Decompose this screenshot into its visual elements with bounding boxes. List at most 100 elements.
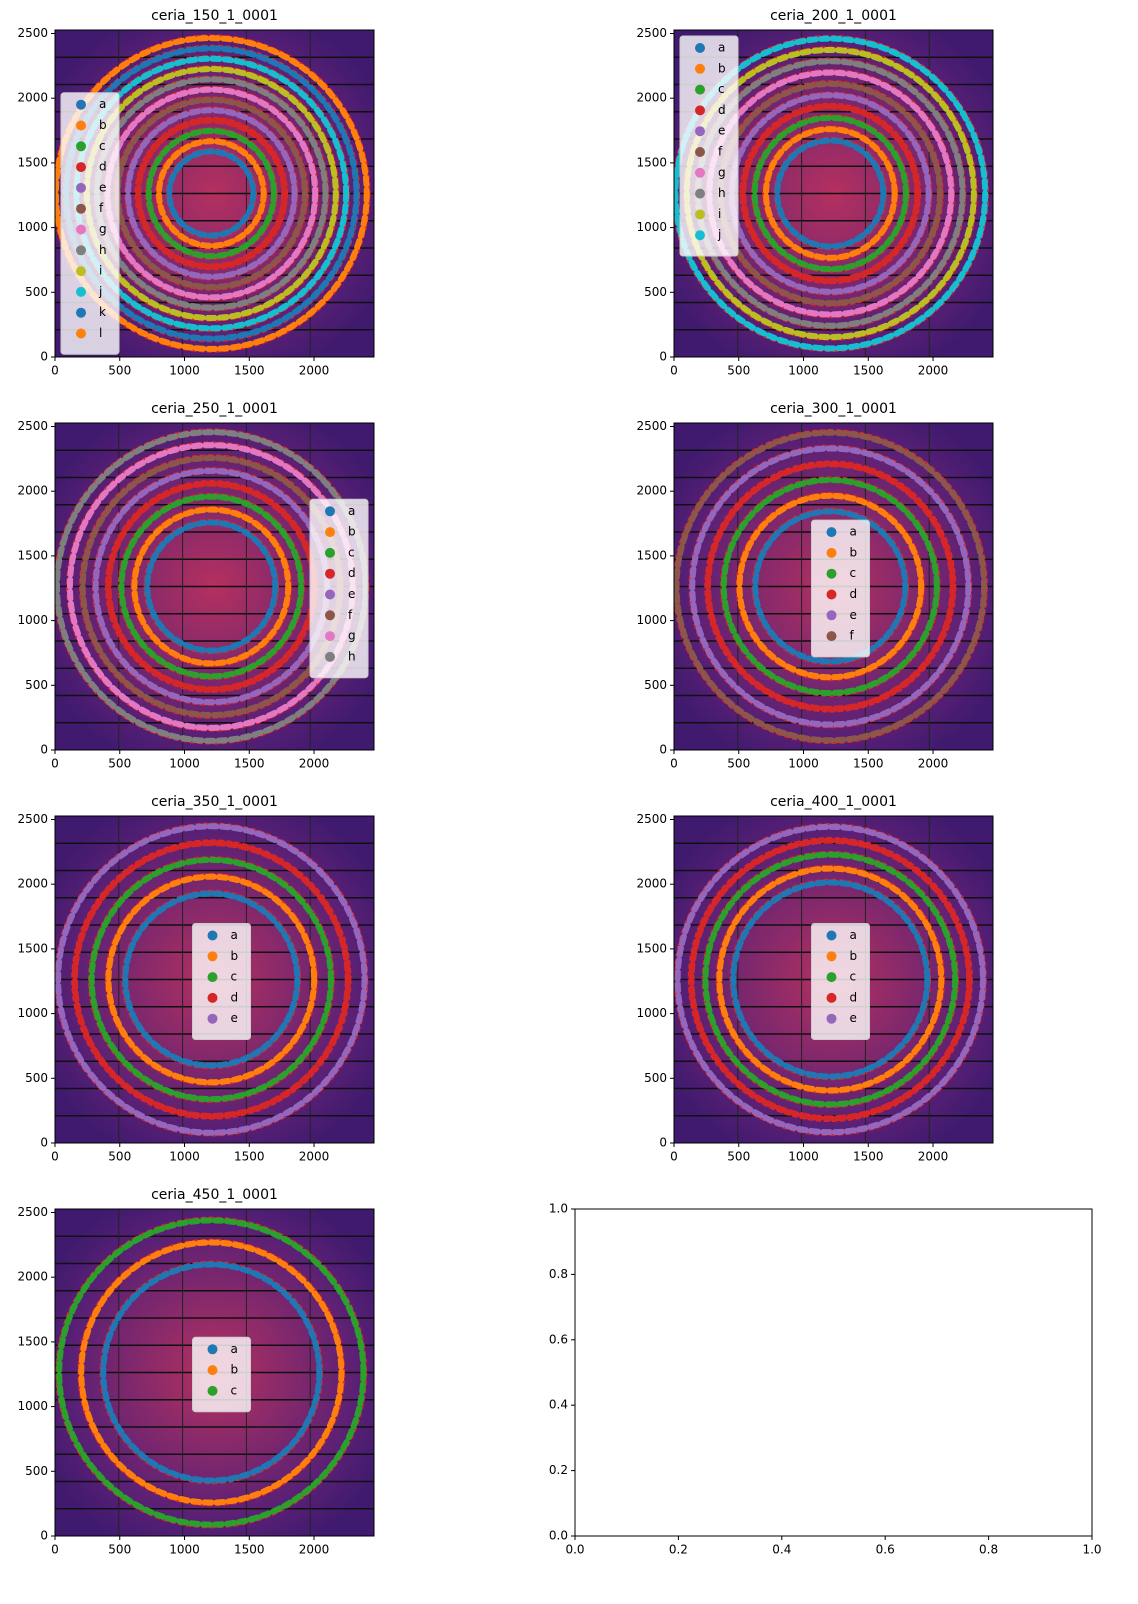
legend-label: l [99, 326, 102, 340]
legend-label: e [99, 180, 106, 194]
y-tick-label: 1000 [17, 1399, 48, 1413]
legend-marker [695, 43, 705, 53]
legend-label: d [850, 587, 858, 601]
legend-label: g [718, 165, 726, 179]
calibrant-ring [752, 508, 909, 665]
legend-marker [325, 547, 335, 558]
legend-box [192, 1336, 251, 1413]
y-tick-label: 1500 [636, 941, 667, 955]
legend-marker [207, 992, 218, 1003]
legend-marker [325, 568, 335, 579]
legend-marker [76, 162, 86, 173]
legend-label: a [231, 1342, 238, 1356]
x-tick-label: 1000 [169, 364, 200, 378]
legend-box [679, 35, 739, 257]
y-tick-label: 1000 [17, 1006, 48, 1020]
legend-label: f [718, 145, 723, 159]
x-tick-label: 1000 [788, 364, 819, 378]
y-tick-label: 2500 [636, 26, 667, 40]
calibrant-ring [674, 823, 986, 1136]
legend-label: i [99, 264, 102, 278]
axes-frame [54, 29, 375, 358]
legend-label: h [99, 243, 107, 257]
legend-label: j [98, 284, 102, 298]
legend-label: a [348, 504, 355, 518]
y-tick-label: 0 [40, 743, 48, 757]
detector-image [55, 1209, 374, 1536]
legend-label: e [850, 1011, 857, 1025]
calibrant-ring [705, 461, 956, 712]
x-tick-label: 0.0 [565, 1543, 584, 1557]
y-tick-label: 2000 [636, 877, 667, 891]
calibrant-ring [702, 851, 959, 1108]
calibrant-ring [166, 148, 257, 239]
calibrant-ring [78, 1239, 345, 1506]
y-tick-label: 500 [25, 1071, 48, 1085]
legend-label: e [231, 1011, 238, 1025]
x-tick-label: 1500 [234, 757, 265, 771]
x-tick-label: 1500 [234, 364, 265, 378]
legend-marker [76, 99, 86, 110]
legend-marker [207, 1365, 218, 1376]
legend-marker [695, 209, 705, 220]
legend-label: e [718, 124, 725, 138]
legend-label: c [231, 1383, 238, 1397]
y-tick-label: 1000 [17, 613, 48, 627]
y-tick-label: 2000 [17, 1270, 48, 1284]
x-tick-label: 1500 [853, 757, 884, 771]
legend-marker [695, 63, 705, 74]
axes-frame [673, 815, 994, 1144]
panel-title: ceria_450_1_0001 [151, 1187, 278, 1203]
legend-label: c [850, 566, 857, 580]
calibrant-ring [55, 35, 370, 352]
legend-marker [695, 167, 705, 178]
calibrant-ring [674, 429, 988, 744]
legend-marker [76, 203, 86, 214]
calibrant-ring [716, 865, 945, 1094]
panel-title: ceria_300_1_0001 [770, 401, 897, 417]
x-tick-label: 0 [51, 757, 59, 771]
x-tick-label: 500 [108, 1543, 131, 1557]
x-tick-label: 2000 [299, 1543, 330, 1557]
legend-label: a [850, 928, 857, 942]
legend-marker [76, 286, 86, 297]
x-tick-label: 2000 [299, 1150, 330, 1164]
y-tick-label: 0.2 [549, 1463, 568, 1477]
x-tick-label: 0 [51, 1543, 59, 1557]
x-tick-label: 1000 [788, 757, 819, 771]
x-tick-label: 2000 [299, 364, 330, 378]
x-tick-label: 0 [51, 364, 59, 378]
y-tick-label: 0.4 [549, 1398, 568, 1412]
y-tick-label: 2500 [17, 812, 48, 826]
panel: 0 500 1000 1500 2000 0 500 1000 1500 2000 2500 ceri… [17, 794, 375, 1164]
x-tick-label: 2000 [299, 757, 330, 771]
detector-image [674, 423, 993, 750]
axes-frame [673, 422, 994, 751]
x-tick-label: 1000 [169, 1543, 200, 1557]
legend-label: a [718, 41, 725, 55]
legend-label: a [850, 525, 857, 539]
panel-title: ceria_400_1_0001 [770, 794, 897, 810]
legend-label: g [99, 222, 107, 236]
x-tick-label: 0 [670, 757, 678, 771]
legend-marker [695, 105, 705, 116]
legend-marker [325, 506, 335, 517]
panel: 0 500 1000 1500 2000 0 500 1000 1500 2000 2500 ceri… [17, 1187, 375, 1557]
x-tick-label: 1000 [788, 1150, 819, 1164]
legend-label: d [231, 990, 239, 1004]
x-tick-label: 2000 [918, 364, 949, 378]
y-tick-label: 2000 [636, 484, 667, 498]
legend-marker [826, 1013, 837, 1024]
legend-label: h [718, 186, 726, 200]
calibrant-ring [118, 493, 305, 680]
axes-frame [54, 422, 375, 751]
legend-label: c [348, 545, 355, 559]
legend-label: b [850, 545, 858, 559]
detector-image [55, 816, 374, 1143]
calibrant-ring [131, 506, 292, 667]
y-tick-label: 500 [25, 285, 48, 299]
y-tick-label: 1500 [636, 155, 667, 169]
panel-title: ceria_150_1_0001 [151, 8, 278, 24]
x-tick-label: 500 [727, 1150, 750, 1164]
